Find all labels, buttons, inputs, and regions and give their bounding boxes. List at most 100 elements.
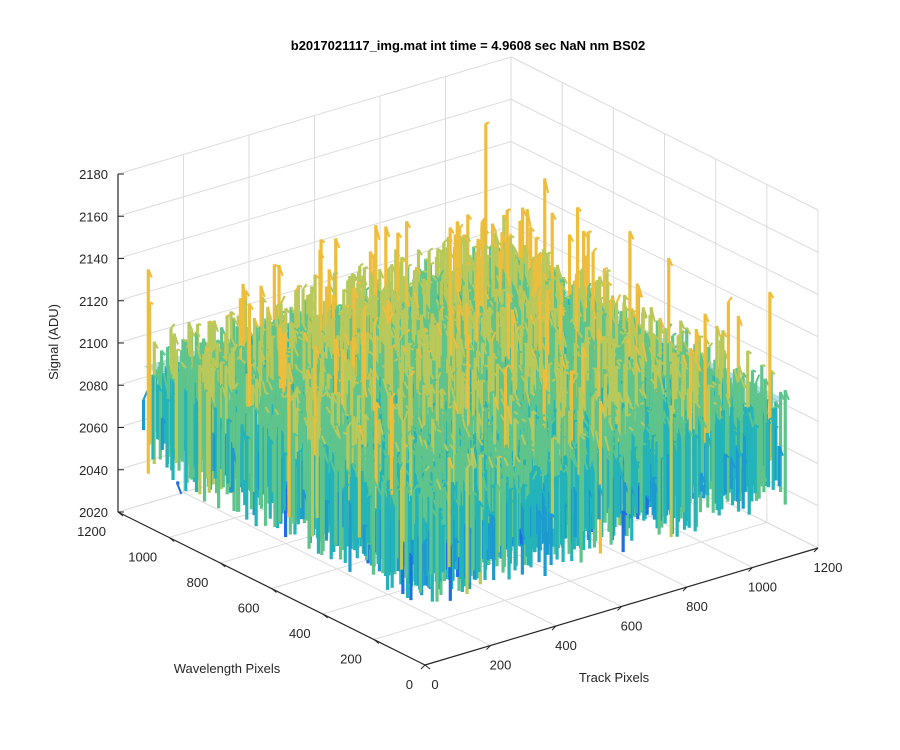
surface-strand (476, 270, 482, 276)
back-wall-grid-line (117, 141, 512, 259)
surface-strand (382, 341, 388, 347)
surface-strand (583, 369, 589, 377)
surface-strand (465, 234, 471, 243)
surface-strand (405, 220, 412, 229)
surface-strand (410, 366, 415, 370)
surface-strand (314, 274, 320, 279)
surface-strand (383, 322, 389, 339)
surface-strand (526, 208, 532, 229)
surface-strand (461, 375, 467, 383)
surface-strand (533, 259, 539, 268)
surface-strand (477, 238, 483, 252)
surface-strand (167, 366, 173, 381)
surface-strand (285, 307, 291, 314)
surface-strand (156, 384, 163, 392)
surface-strand (604, 365, 609, 370)
surface-strand (537, 377, 543, 389)
surface-strand (392, 301, 398, 311)
surface-strand (467, 318, 474, 330)
surface-strand (535, 286, 541, 296)
surface-strand (584, 255, 591, 266)
surface-strand (483, 290, 490, 300)
surface-strand (458, 304, 464, 316)
surface-strand (261, 296, 267, 304)
surface-strand (724, 453, 730, 459)
surface-strand (735, 383, 741, 391)
surface-strand (740, 377, 746, 389)
surface-strand (432, 354, 439, 361)
surface-strand (451, 370, 457, 376)
surface-strand (463, 284, 469, 289)
surface-strand (651, 332, 658, 339)
surface-strand (653, 387, 659, 392)
surface-strand (356, 373, 362, 381)
surface-strand (406, 335, 412, 340)
surface-strand (391, 327, 398, 336)
surface-strand (344, 333, 351, 346)
surface-strand (309, 293, 315, 311)
surface-strand (658, 357, 663, 361)
surface-strand (517, 386, 523, 392)
surface-strand (683, 365, 689, 370)
surface-strand (222, 355, 228, 362)
surface-strand (742, 372, 748, 379)
surface-strand (305, 311, 311, 317)
surface-strand (326, 326, 332, 332)
surface-strand (273, 263, 279, 268)
surface-strand (547, 289, 552, 293)
surface-strand (599, 296, 605, 300)
surface-strand (291, 322, 297, 328)
surface-strand (737, 416, 743, 424)
surface-strand (192, 362, 198, 370)
surface-strand (513, 307, 520, 321)
surface-strand (731, 422, 738, 431)
surface-strand (365, 286, 370, 291)
surface-strand (764, 378, 770, 386)
surface-strand (249, 355, 255, 363)
surface-strand (518, 304, 525, 314)
surface-strand (577, 290, 583, 300)
surface-strand (529, 314, 535, 325)
back-wall-grid-line (117, 98, 512, 217)
surface-strand (206, 352, 212, 369)
surface-strand (386, 341, 392, 346)
surface-strand (636, 283, 642, 298)
surface-strand (548, 362, 553, 366)
surface-strand (532, 399, 537, 404)
surface-strand (622, 302, 629, 312)
surface-strand (397, 300, 403, 309)
surface-strand (523, 281, 529, 285)
surface-strand (357, 331, 363, 339)
surface-strand (628, 230, 635, 240)
surface-strand (302, 283, 308, 290)
surface-strand (582, 286, 588, 301)
surface-strand (515, 326, 521, 333)
surface-strand (525, 245, 532, 258)
back-wall-grid-line (117, 56, 512, 175)
side-wall-grid-line (510, 141, 819, 295)
surface-strand (756, 392, 761, 396)
surface-strand (405, 328, 411, 334)
surface-strand (618, 385, 623, 389)
surface-strand (389, 328, 395, 339)
surface-strand (395, 312, 402, 320)
surface-strand (496, 363, 502, 370)
surface-strand (773, 424, 779, 429)
surface-strand (366, 369, 373, 380)
surface-strand (551, 378, 557, 382)
surface-strand (641, 312, 648, 319)
surface-strand (519, 257, 526, 266)
surface-strand (436, 322, 443, 336)
surface-strand (407, 281, 413, 287)
surface-strand (598, 276, 605, 287)
surface-strand (693, 384, 699, 395)
surface-strand (673, 409, 679, 415)
surface-strand (515, 258, 521, 273)
surface-strand (190, 329, 196, 337)
surface-strand (386, 383, 391, 388)
surface-strand (500, 361, 507, 368)
surface-strand (509, 251, 515, 259)
surface-strand (400, 259, 406, 263)
surface-strand (271, 378, 278, 391)
surface-strand (335, 326, 341, 332)
